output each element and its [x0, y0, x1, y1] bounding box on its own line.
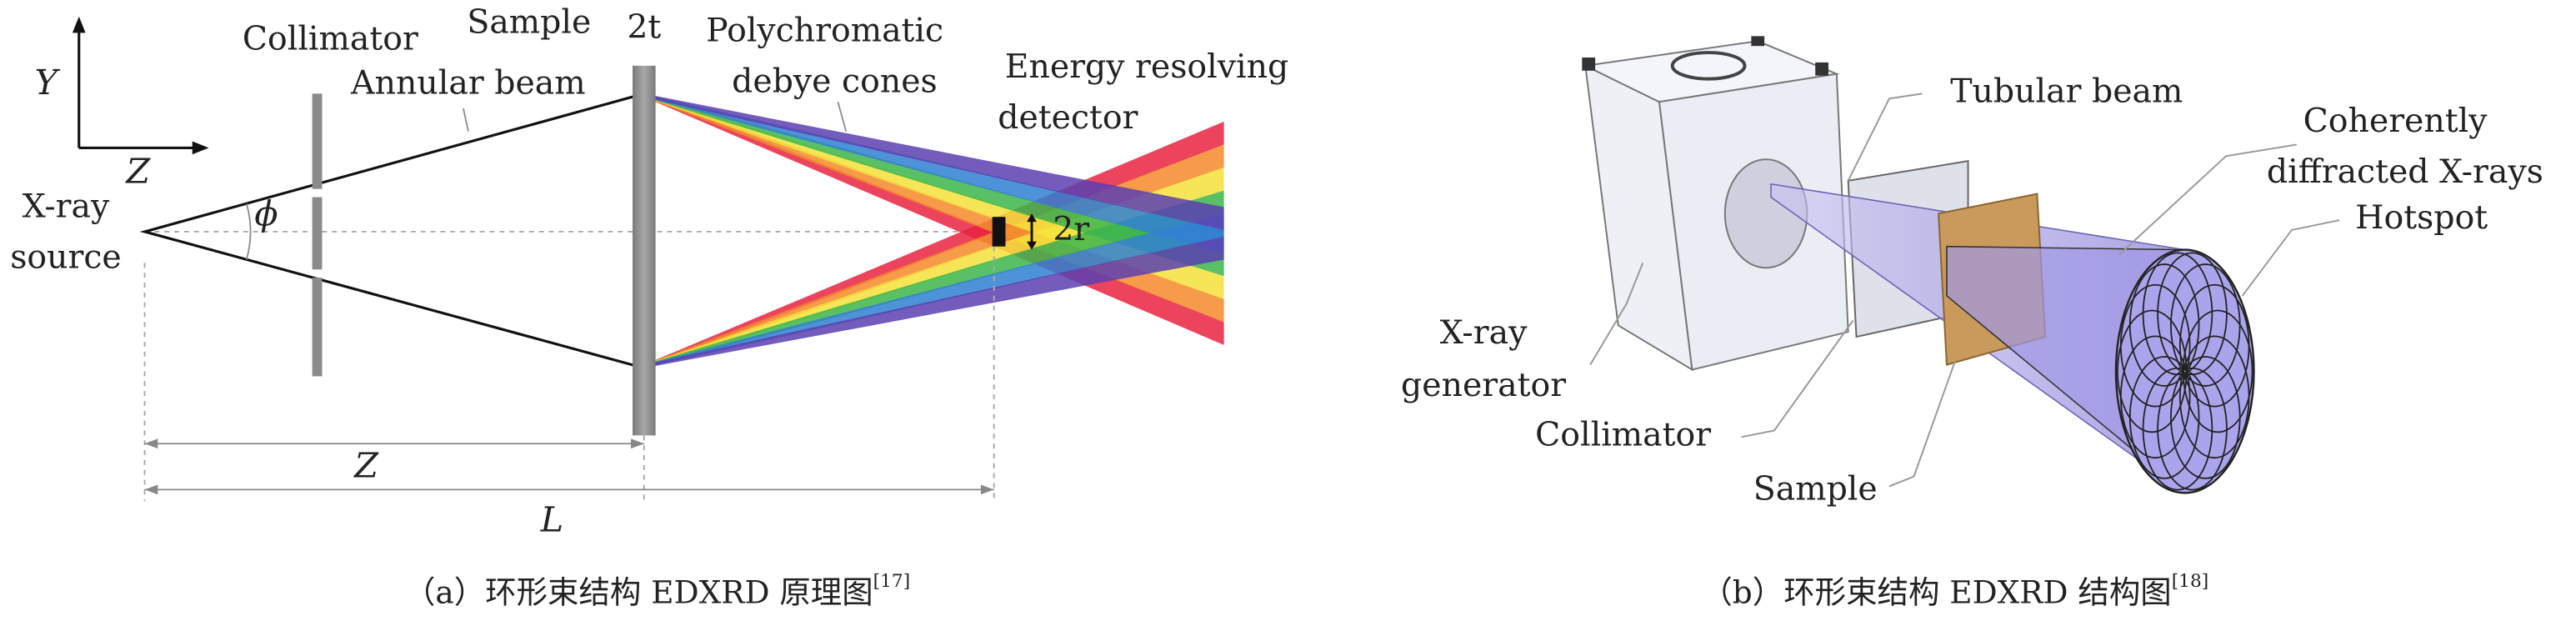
label: X-ray [23, 187, 110, 225]
ring-pattern [2117, 252, 2253, 491]
panel-a: Y Z X-ray sou [10, 3, 1288, 610]
ring [2170, 263, 2241, 387]
label: Annular beam [350, 63, 585, 102]
angle-arc [245, 203, 252, 260]
cone-band [643, 190, 1224, 368]
generator-corner [1751, 36, 1765, 47]
label: L [540, 499, 563, 539]
ring [2128, 263, 2200, 387]
annular-beam [139, 92, 645, 370]
ring [2157, 252, 2228, 376]
label: debye cones [732, 63, 938, 101]
collimator [312, 197, 323, 270]
debye-cones [643, 93, 1224, 368]
label: detector [998, 98, 1138, 137]
cone-band [643, 213, 1224, 368]
label: Energy resolving [1005, 48, 1289, 86]
ring [2178, 283, 2250, 408]
panel-b: Tubular beam Coherently diffracted X-ray… [1401, 36, 2543, 610]
arrow-head [980, 484, 994, 495]
leader [1847, 93, 1923, 182]
caption: （a）环形束结构 EDXRD 原理图[17] [404, 571, 910, 610]
label: generator [1401, 366, 1566, 404]
leader [1741, 319, 1854, 438]
ring [2170, 356, 2241, 479]
label: 2r [1053, 210, 1089, 248]
label: Collimator [243, 19, 418, 58]
generator-corner [1582, 57, 1596, 71]
leader [2118, 143, 2297, 256]
caption-ref: [18] [2172, 571, 2209, 592]
leader [2241, 219, 2340, 297]
ring [2119, 283, 2191, 408]
arrow-head [192, 141, 209, 155]
label: ϕ [254, 194, 278, 234]
collimator [312, 278, 323, 377]
ring [2178, 335, 2250, 459]
caption: （b）环形束结构 EDXRD 结构图[18] [1701, 571, 2208, 610]
arrow-head [631, 438, 644, 449]
cone-band [643, 93, 1224, 230]
arrow-head [144, 484, 158, 495]
label: Sample [1753, 469, 1878, 508]
label: X-ray [1440, 313, 1528, 352]
axis-label: Z [124, 151, 151, 191]
label: Coherently [2303, 102, 2488, 140]
label: diffracted X-rays [2267, 153, 2543, 191]
collimator [312, 93, 323, 189]
generator-fan [1670, 51, 1747, 81]
leader [837, 101, 848, 132]
caption-text: （a）环形束结构 EDXRD 原理图 [404, 573, 873, 610]
caption-text: （b）环形束结构 EDXRD 结构图 [1701, 573, 2171, 610]
arrow-head [72, 16, 86, 33]
label: Sample [467, 3, 591, 42]
label: 2t [627, 8, 661, 46]
arrow-head [144, 438, 158, 449]
cone-band [643, 93, 1224, 253]
arrow-head [1027, 213, 1037, 223]
caption-ref: [17] [873, 571, 911, 592]
label: Z [353, 445, 379, 485]
generator-corner [1815, 62, 1829, 76]
label: Tubular beam [1950, 72, 2183, 110]
label: Collimator [1535, 415, 1711, 453]
cone-band [643, 236, 1224, 368]
detector-plane [2114, 248, 2255, 494]
leader [1888, 361, 1956, 488]
leader [463, 108, 469, 132]
cone-band [643, 93, 1224, 277]
label: source [10, 238, 122, 276]
arrow-head [1027, 241, 1037, 250]
label: Polychromatic [706, 11, 943, 49]
sample-plate [633, 65, 656, 436]
label: Hotspot [2355, 198, 2488, 237]
axis-label: Y [35, 63, 61, 103]
detector [992, 217, 1006, 247]
ring [2142, 252, 2213, 376]
leader [1589, 263, 1644, 366]
